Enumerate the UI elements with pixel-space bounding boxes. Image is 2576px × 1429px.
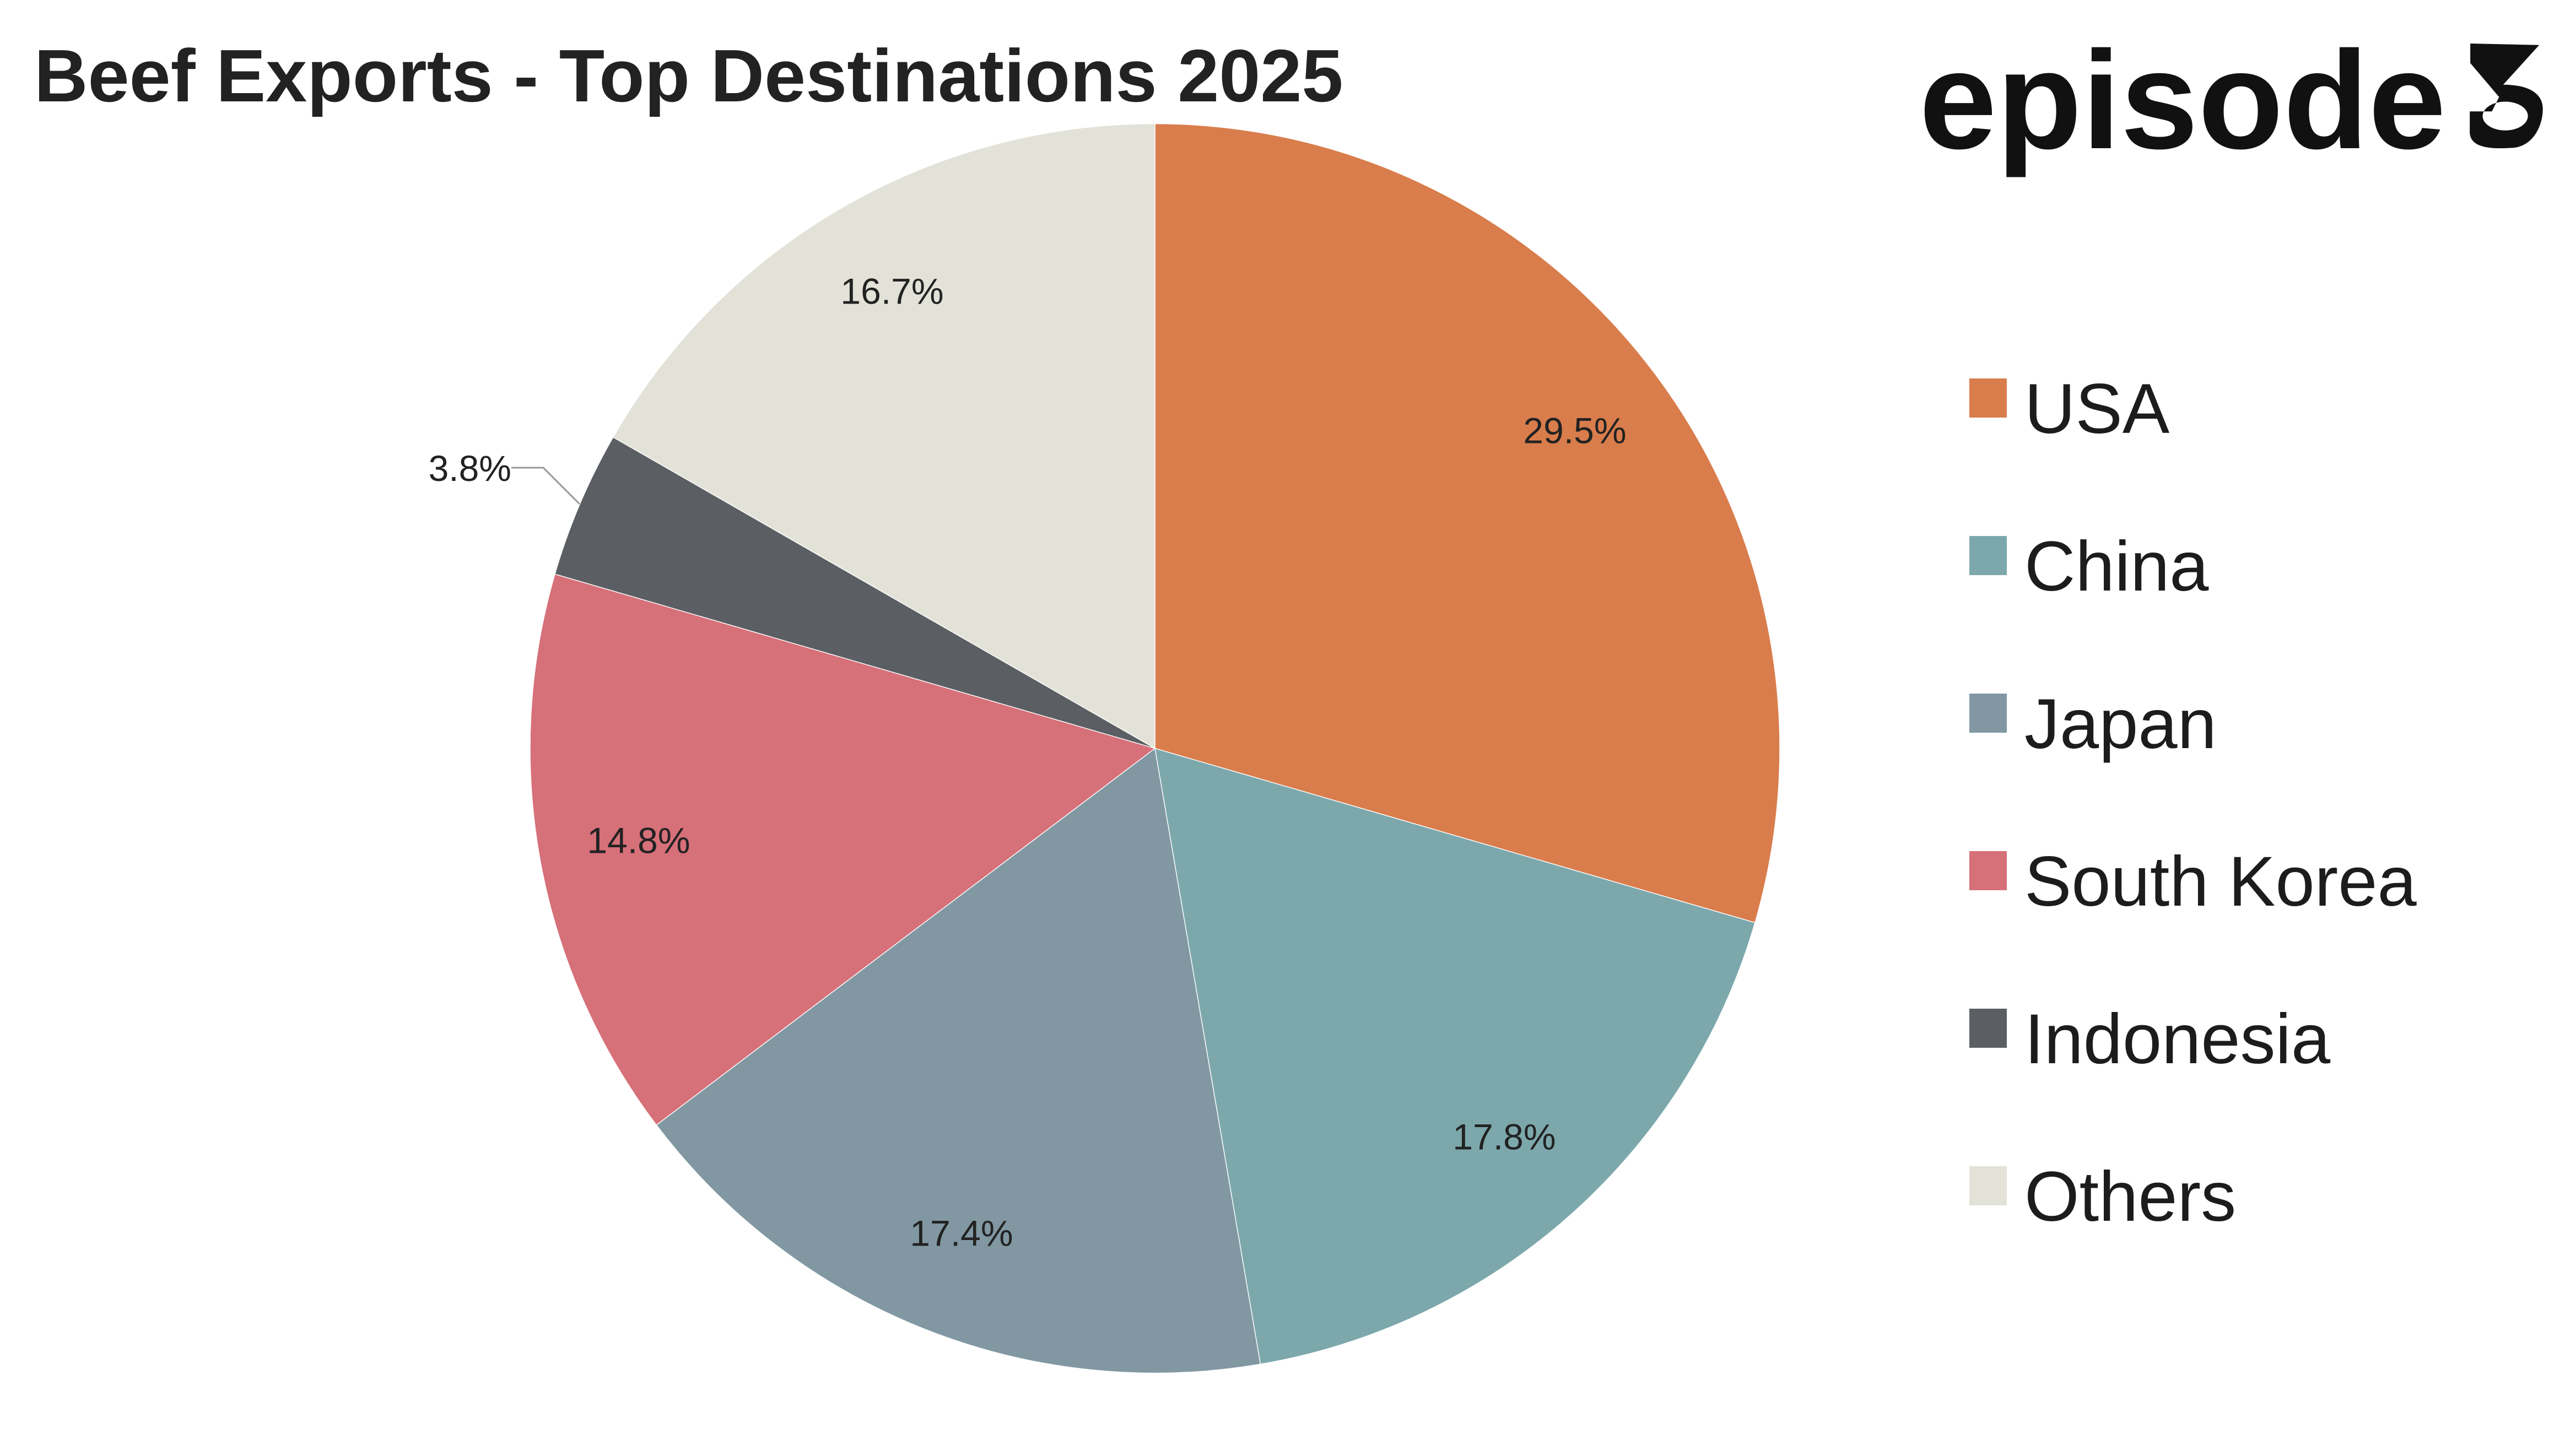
svg-text:17.4%: 17.4%: [910, 1213, 1013, 1253]
svg-text:14.8%: 14.8%: [587, 820, 690, 860]
svg-text:16.7%: 16.7%: [840, 270, 943, 311]
svg-text:3.8%: 3.8%: [429, 448, 511, 489]
svg-text:29.5%: 29.5%: [1523, 410, 1626, 451]
svg-text:17.8%: 17.8%: [1452, 1116, 1556, 1157]
